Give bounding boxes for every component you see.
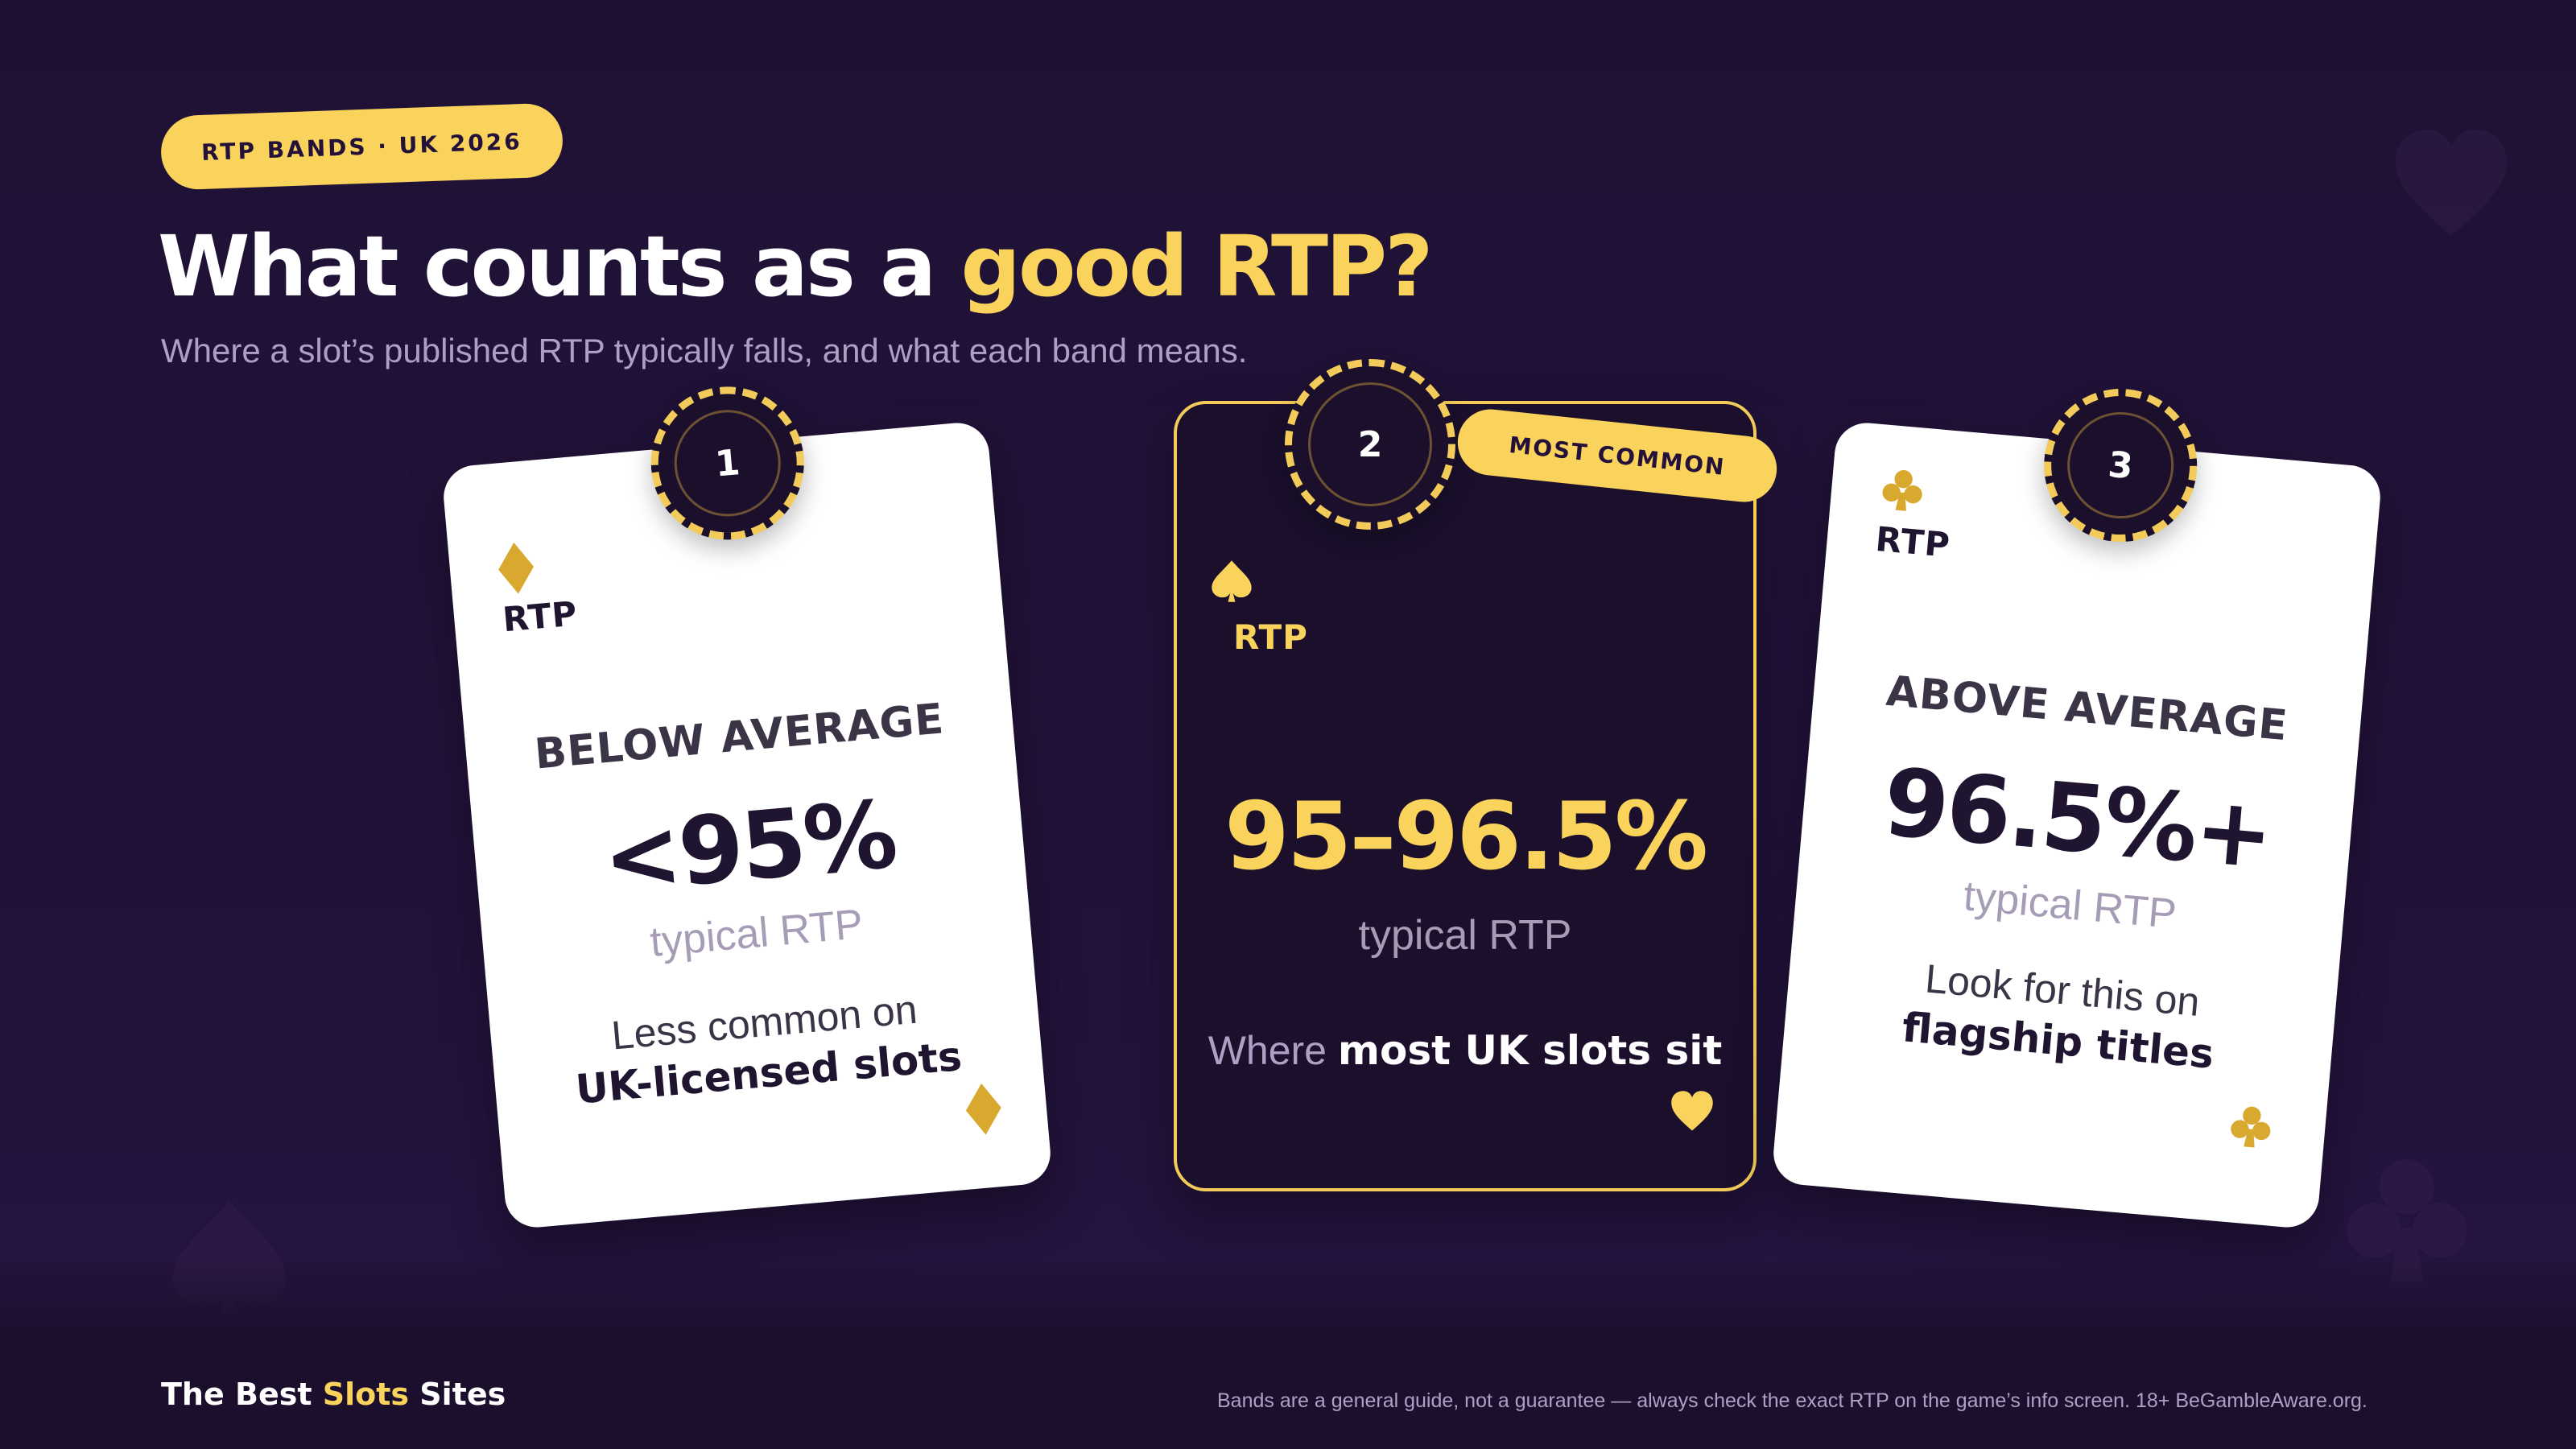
description-text: Where <box>1208 1028 1338 1073</box>
step-badge: 2 <box>1285 359 1455 530</box>
club-icon <box>1882 469 1922 511</box>
heart-icon <box>1671 1091 1713 1131</box>
band-description: Look for this on flagship titles <box>1783 942 2337 1090</box>
card-corner-label: RTP <box>1233 617 1308 657</box>
rtp-card-above-average: RTP ABOVE AVERAGE 96.5%+ typical RTP Loo… <box>1770 382 2384 1230</box>
step-number: 1 <box>670 405 786 521</box>
rtp-card-below-average: RTP BELOW AVERAGE <95% typical RTP Less … <box>440 380 1054 1230</box>
brand-start: The Best <box>161 1377 323 1412</box>
page-subtitle: Where a slot’s published RTP typically f… <box>161 332 1248 369</box>
description-strong: most UK slots sit <box>1337 1027 1723 1074</box>
club-icon <box>2347 1159 2467 1283</box>
brand-highlight: Slots <box>322 1377 410 1412</box>
step-badge: 3 <box>2037 382 2204 548</box>
step-number: 3 <box>2062 407 2178 523</box>
brand-end: Sites <box>409 1377 506 1412</box>
title-highlight: good RTP? <box>960 217 1434 316</box>
club-icon <box>2231 1106 2271 1148</box>
category-pill: RTP BANDS · UK 2026 <box>159 102 564 191</box>
band-description: Less common on UK-licensed slots <box>489 974 1043 1122</box>
card-corner-label: RTP <box>501 593 580 640</box>
title-main: What counts as a <box>158 217 961 316</box>
rtp-value: 95–96.5% <box>1224 782 1708 891</box>
heart-icon <box>2396 130 2507 236</box>
brand-logo: The Best Slots Sites <box>161 1377 506 1412</box>
rtp-caption: typical RTP <box>1358 912 1572 959</box>
band-label: BELOW AVERAGE <box>532 695 947 779</box>
page-title: What counts as a good RTP? <box>158 217 1434 316</box>
band-label: ABOVE AVERAGE <box>1884 667 2290 751</box>
footer-background <box>0 1256 2576 1449</box>
diamond-icon <box>498 542 535 594</box>
diamond-icon <box>965 1083 1001 1135</box>
rtp-card-most-common: RTP 95–96.5% typical RTP Where most UK s… <box>1174 359 1757 1191</box>
step-number: 2 <box>1308 382 1432 506</box>
step-badge: 1 <box>644 380 811 547</box>
band-description: Where most UK slots sit <box>1177 1026 1753 1076</box>
spade-icon <box>1212 560 1252 602</box>
card-corner-label: RTP <box>1873 518 1952 565</box>
footer-disclaimer: Bands are a general guide, not a guarant… <box>1217 1389 2368 1412</box>
